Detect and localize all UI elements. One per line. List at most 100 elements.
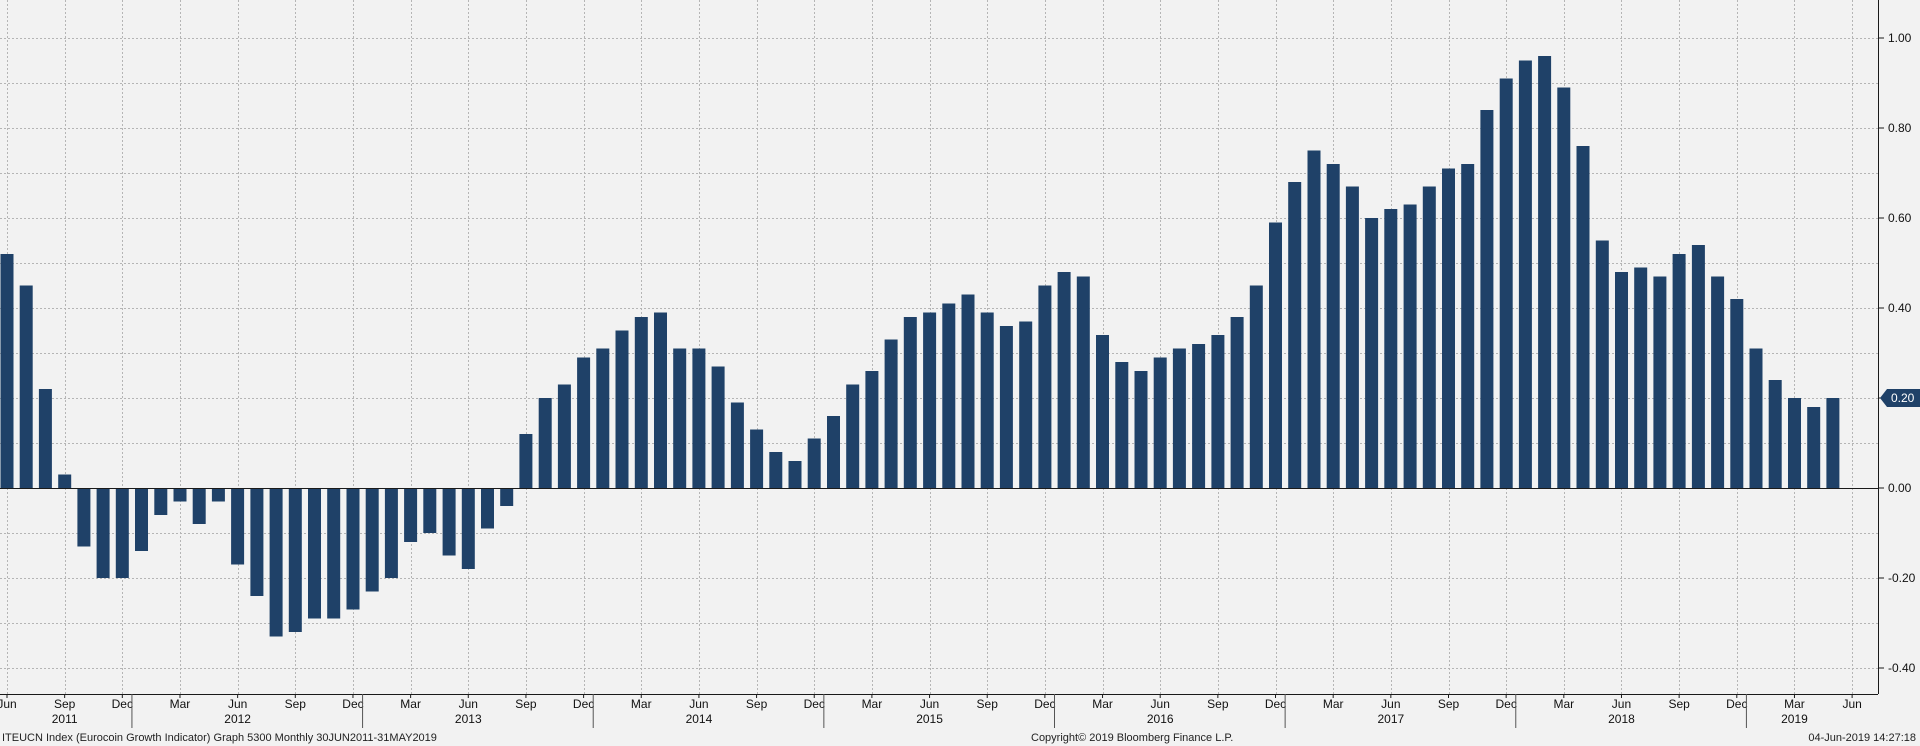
y-tick-label: 0.80 — [1888, 121, 1912, 135]
bar-2013-07 — [481, 488, 494, 529]
x-tick-label: Jun — [1151, 697, 1170, 711]
x-tick-label: Mar — [1553, 697, 1574, 711]
x-tick-label: Dec — [342, 697, 363, 711]
x-tick-label: Dec — [1495, 697, 1516, 711]
x-tick-label: Sep — [746, 697, 768, 711]
bar-2016-10 — [1230, 317, 1244, 488]
bar-2016-12 — [1269, 222, 1282, 488]
bar-2015-08 — [961, 294, 975, 488]
bar-2015-10 — [999, 326, 1013, 488]
bar-2012-01 — [135, 488, 148, 551]
bar-2011-12 — [115, 488, 129, 578]
chart-footer: ITEUCN Index (Eurocoin Growth Indicator)… — [0, 731, 1920, 746]
bar-2016-11 — [1249, 285, 1263, 488]
x-year-label: 2016 — [1147, 712, 1174, 726]
y-tick-label: -0.40 — [1888, 661, 1916, 675]
footer-timestamp: 04-Jun-2019 14:27:18 — [1808, 732, 1916, 744]
x-tick-label: Mar — [1784, 697, 1805, 711]
x-tick-label: Mar — [1323, 697, 1344, 711]
bar-2013-09 — [519, 434, 533, 488]
bar-2018-11 — [1711, 276, 1725, 488]
x-tick-label: Mar — [862, 697, 883, 711]
bar-2014-11 — [788, 461, 802, 488]
bar-2013-08 — [500, 488, 514, 506]
bar-2013-12 — [577, 357, 591, 488]
bar-2018-02 — [1538, 56, 1552, 488]
bar-2012-05 — [211, 488, 225, 502]
bar-2012-10 — [308, 488, 321, 619]
bar-2016-02 — [1076, 276, 1090, 488]
bar-2012-09 — [288, 488, 302, 632]
bar-2014-02 — [615, 330, 629, 488]
x-tick-label: Dec — [1265, 697, 1286, 711]
bar-2016-07 — [1172, 348, 1186, 488]
bar-2011-10 — [77, 488, 91, 547]
bar-2017-11 — [1480, 110, 1494, 488]
bar-2017-04 — [1345, 186, 1359, 488]
x-tick-label: Sep — [1207, 697, 1229, 711]
last-value-marker — [1880, 389, 1920, 407]
x-tick-label: Sep — [285, 697, 307, 711]
bar-2015-02 — [846, 384, 860, 488]
bar-2013-03 — [404, 488, 418, 542]
bar-2013-10 — [538, 398, 552, 488]
bar-2012-03 — [173, 488, 187, 502]
bar-2019-05 — [1826, 398, 1840, 488]
bar-2011-09 — [58, 474, 72, 488]
bar-2018-05 — [1595, 240, 1609, 488]
bar-chart: 1.000.800.600.400.200.00-0.20-0.400.20Ju… — [0, 0, 1920, 728]
bar-2014-08 — [730, 402, 744, 488]
bar-2012-04 — [192, 488, 206, 524]
x-tick-label: Jun — [689, 697, 708, 711]
bar-2014-07 — [711, 366, 725, 488]
bar-2017-12 — [1499, 78, 1513, 488]
x-year-label: 2014 — [686, 712, 713, 726]
bar-2011-08 — [38, 389, 52, 488]
x-year-label: 2011 — [52, 712, 78, 726]
bar-2012-06 — [231, 488, 245, 565]
bar-2012-08 — [269, 488, 283, 637]
x-tick-label: Jun — [228, 697, 247, 711]
x-tick-label: Sep — [515, 697, 537, 711]
bar-2011-11 — [96, 488, 110, 578]
bar-2014-09 — [750, 429, 764, 488]
x-tick-label: Dec — [804, 697, 825, 711]
bar-2017-10 — [1461, 164, 1475, 488]
bar-2018-08 — [1653, 276, 1667, 488]
bar-2012-11 — [327, 488, 341, 619]
bar-2013-05 — [442, 488, 456, 556]
y-tick-label: 0.60 — [1888, 211, 1912, 225]
bar-2014-06 — [692, 348, 706, 488]
bar-2017-01 — [1288, 182, 1302, 488]
bar-2018-06 — [1615, 272, 1628, 488]
bar-2014-01 — [596, 348, 610, 488]
y-tick-label: 0.40 — [1888, 301, 1912, 315]
bar-2012-07 — [250, 488, 264, 596]
x-tick-label: Jun — [920, 697, 939, 711]
bar-2013-02 — [384, 488, 398, 578]
x-tick-label: Mar — [170, 697, 191, 711]
bar-2011-07 — [19, 285, 33, 488]
bar-2017-08 — [1422, 186, 1436, 488]
x-tick-label: Sep — [54, 697, 76, 711]
footer-index-description: ITEUCN Index (Eurocoin Growth Indicator)… — [2, 732, 437, 744]
bar-2017-07 — [1403, 204, 1417, 488]
x-year-label: 2015 — [916, 712, 943, 726]
bar-2013-06 — [461, 488, 475, 569]
bar-2016-03 — [1096, 335, 1109, 488]
y-tick-label: 1.00 — [1888, 31, 1912, 45]
bar-2012-12 — [346, 488, 360, 610]
bar-2017-05 — [1365, 218, 1379, 488]
bar-2015-12 — [1038, 285, 1052, 488]
bar-2014-03 — [634, 317, 648, 488]
bar-2015-04 — [884, 339, 898, 488]
bar-2014-05 — [673, 348, 687, 488]
x-tick-label: Jun — [1381, 697, 1400, 711]
bar-2019-04 — [1807, 407, 1821, 488]
bar-2015-05 — [903, 317, 917, 488]
bar-2017-09 — [1442, 168, 1455, 488]
bar-2018-01 — [1518, 60, 1532, 488]
bar-2018-10 — [1691, 245, 1705, 488]
x-tick-label: Dec — [573, 697, 594, 711]
